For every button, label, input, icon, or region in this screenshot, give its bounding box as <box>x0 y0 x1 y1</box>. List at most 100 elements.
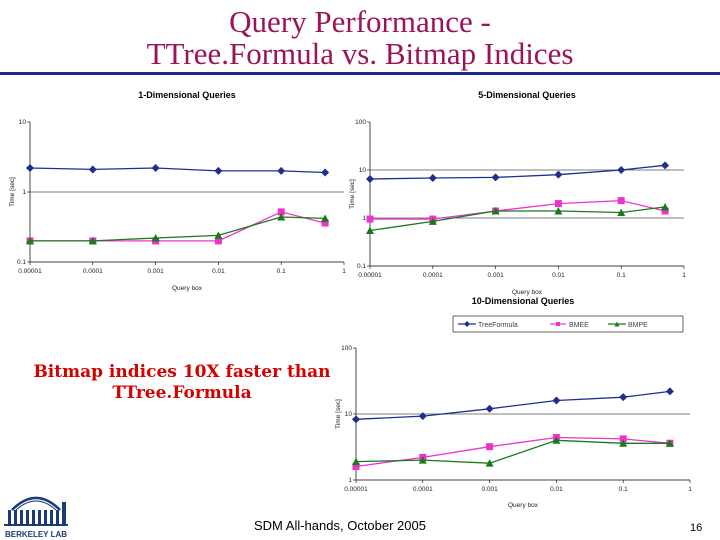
legend-marker-bmee <box>556 322 560 326</box>
data-point-bmpe <box>552 436 561 444</box>
callout-line-2: TTree.Formula <box>112 383 252 403</box>
y-tick-label: 10 <box>359 167 367 174</box>
chart-legend: TreeFormula BMEE BMPE <box>452 315 684 333</box>
data-point-bmee <box>321 219 329 227</box>
series-line-bmee <box>370 199 666 220</box>
y-tick-label: 10 <box>345 411 353 418</box>
data-point-treeformula <box>485 404 494 413</box>
data-point-bmpe <box>665 439 674 447</box>
data-point-treeformula <box>366 174 374 183</box>
x-tick-label: 1 <box>342 268 346 275</box>
berkeley-lab-logo: BERKELEY LAB <box>4 496 68 539</box>
data-point-bmee <box>352 463 360 471</box>
x-tick-label: 0.1 <box>617 272 626 279</box>
slide-title-line-2: TTree.Formula vs. Bitmap Indices <box>146 36 574 71</box>
data-point-bmpe <box>151 234 160 242</box>
title-divider <box>0 72 720 75</box>
data-point-treeformula <box>352 415 360 424</box>
x-tick-label: 1 <box>688 486 692 493</box>
y-tick-label: 1 <box>22 189 26 196</box>
y-tick-label: 100 <box>341 345 352 352</box>
data-point-bmee <box>661 207 669 215</box>
x-tick-label: 0.0001 <box>83 268 103 275</box>
data-point-bmpe <box>428 217 437 225</box>
data-point-bmpe <box>277 212 286 221</box>
logo-text: BERKELEY LAB <box>5 530 67 539</box>
chart-title: 1-Dimensional Queries <box>138 90 236 100</box>
series-line-bmpe <box>30 216 326 242</box>
footer-text: SDM All-hands, October 2005 <box>254 518 426 533</box>
data-point-treeformula <box>617 166 626 174</box>
data-point-bmpe <box>554 206 563 215</box>
x-tick-label: 0.001 <box>481 486 498 493</box>
data-point-bmee <box>277 208 285 216</box>
data-point-treeformula <box>88 165 97 174</box>
x-axis-label: Query box <box>172 285 203 292</box>
chart-1-dimensional-queries: 1-Dimensional Queries 0.1 1 10 0.00001 0.0001… <box>9 90 346 292</box>
data-point-bmpe <box>352 457 360 466</box>
x-tick-label: 0.00001 <box>358 272 382 279</box>
data-point-treeformula <box>491 173 500 182</box>
data-point-treeformula <box>277 166 286 175</box>
x-axis-label: Query box <box>512 289 543 296</box>
legend-label-treeformula: TreeFormula <box>478 322 518 329</box>
y-tick-label: 0.1 <box>357 263 366 270</box>
data-point-bmpe <box>491 206 500 215</box>
x-tick-label: 0.001 <box>487 272 504 279</box>
data-point-treeformula <box>665 387 674 396</box>
x-tick-label: 0.1 <box>277 268 286 275</box>
data-point-treeformula <box>428 174 437 183</box>
x-tick-label: 0.0001 <box>413 486 433 493</box>
data-point-bmee <box>366 215 374 223</box>
y-tick-label: 10 <box>19 119 27 126</box>
series-line-treeformula <box>29 167 326 174</box>
data-point-treeformula <box>214 166 223 175</box>
x-tick-label: 1 <box>682 272 686 279</box>
legend-marker-treeformula <box>464 321 470 327</box>
slide-title-line-1: Query Performance - <box>229 4 491 39</box>
y-tick-label: 1 <box>348 477 352 484</box>
series-line-treeformula <box>355 390 670 420</box>
legend-label-bmpe: BMPE <box>628 322 648 329</box>
x-axis-label: Query box <box>508 502 539 509</box>
data-point-bmee <box>617 197 625 205</box>
y-tick-label: 1 <box>362 215 366 222</box>
data-point-bmpe <box>418 456 427 464</box>
x-tick-label: 0.01 <box>212 268 225 275</box>
y-axis-label: Time [sec] <box>349 179 356 209</box>
data-point-bmpe <box>619 439 628 447</box>
data-point-treeformula <box>418 412 427 421</box>
x-tick-label: 0.01 <box>550 486 563 493</box>
data-point-bmpe <box>366 226 374 234</box>
chart-title: 5-Dimensional Queries <box>478 90 576 100</box>
legend-marker-bmpe <box>614 321 620 327</box>
data-point-treeformula <box>26 164 34 173</box>
data-point-bmpe <box>617 208 626 217</box>
data-point-treeformula <box>619 393 628 402</box>
y-tick-label: 100 <box>355 119 366 126</box>
data-point-bmpe <box>88 236 97 245</box>
data-point-bmpe <box>661 202 670 211</box>
chart-5-dimensional-queries: 5-Dimensional Queries 0.1 1 10 100 0.00001 0.0… <box>349 90 686 296</box>
data-point-treeformula <box>151 164 160 173</box>
chart-10-dimensional-queries: 10-Dimensional Queries 1 10 100 0.00001 0.000… <box>335 296 692 509</box>
data-point-treeformula <box>552 396 561 405</box>
data-point-bmee <box>554 200 562 208</box>
data-point-treeformula <box>554 170 563 179</box>
data-point-bmpe <box>26 236 34 245</box>
series-line-treeformula <box>369 164 666 180</box>
y-axis-label: Time [sec] <box>335 399 342 429</box>
series-line-bmee <box>355 436 670 468</box>
y-tick-label: 0.1 <box>17 259 26 266</box>
data-point-bmee <box>214 237 222 245</box>
chart-title: 10-Dimensional Queries <box>472 296 575 306</box>
legend-box <box>452 315 684 333</box>
x-tick-label: 0.00001 <box>18 268 42 275</box>
y-axis-label: Time [sec] <box>9 177 16 207</box>
data-point-treeformula <box>661 161 670 170</box>
data-point-bmee <box>619 435 627 443</box>
x-tick-label: 0.1 <box>619 486 628 493</box>
x-tick-label: 0.00001 <box>344 486 368 493</box>
x-tick-label: 0.01 <box>552 272 565 279</box>
data-point-bmpe <box>485 459 494 467</box>
